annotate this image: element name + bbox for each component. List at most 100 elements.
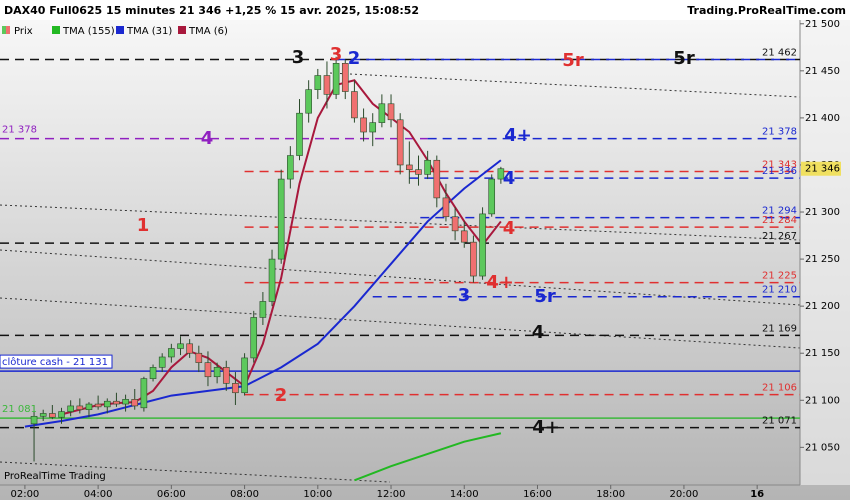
candle-body [67, 405, 74, 412]
legend-swatch [2, 26, 6, 34]
label-box [0, 354, 113, 369]
y-tick-label: 21 100 [805, 395, 840, 406]
candle-body [341, 62, 349, 92]
candle-body [158, 356, 166, 368]
annotation: 3 [458, 285, 471, 306]
y-tick-label: 21 300 [805, 207, 840, 218]
level-label: 21 336 [762, 166, 797, 177]
candle-body [369, 122, 377, 133]
annotation: 4+ [532, 417, 560, 438]
level-label: 21 378 [762, 127, 797, 138]
candle-body [76, 405, 84, 410]
trendline [329, 72, 800, 98]
annotation: 5r [673, 48, 695, 69]
candle-body [30, 415, 38, 425]
level-label: 21 343 [762, 160, 797, 171]
level-label: 21 267 [762, 231, 797, 242]
candle-body [49, 413, 56, 418]
candle-body [406, 164, 413, 170]
level-left-label: 21 081 [2, 404, 37, 415]
y-tick-label: 21 150 [805, 348, 840, 359]
candle-body [424, 159, 431, 175]
annotation: 3 [330, 44, 343, 65]
legend-label: Prix [14, 26, 33, 37]
candle-body [387, 103, 395, 121]
candle-body [259, 301, 267, 318]
candle-body [323, 75, 331, 95]
y-tick-label: 21 250 [805, 254, 840, 265]
annotation: 3 [292, 47, 305, 68]
x-tick-label: 04:00 [84, 489, 113, 500]
candle-body [94, 403, 102, 408]
title: DAX40 Full0625 15 minutes 21 346 +1,25 %… [4, 4, 419, 17]
legend-label: TMA (155) [62, 26, 115, 37]
candle-body [177, 343, 184, 349]
candle-body [305, 89, 312, 114]
annotation: 4 [532, 322, 545, 343]
candle-body [378, 103, 386, 123]
candle-body [433, 159, 441, 199]
candle-body [204, 362, 212, 378]
legend-swatch [178, 26, 186, 34]
x-tick-label: 16 [750, 489, 764, 500]
candle-body [332, 62, 340, 95]
price-axis-bg [800, 20, 850, 485]
x-tick-label: 06:00 [157, 489, 186, 500]
trendline [0, 204, 800, 241]
candle-body [277, 178, 285, 260]
y-tick-label: 21 450 [805, 66, 840, 77]
x-tick-label: 18:00 [596, 489, 625, 500]
annotation: 4 [503, 218, 516, 239]
level-label: 21 169 [762, 323, 797, 334]
y-tick-label: 21 500 [805, 19, 840, 30]
y-tick-label: 21 200 [805, 301, 840, 312]
candle-body [470, 241, 477, 277]
annotation: 4+ [504, 125, 532, 146]
level-label: 21 106 [762, 383, 797, 394]
level-label: 21 210 [762, 285, 797, 296]
trendline [0, 249, 800, 306]
annotation: 1 [137, 215, 150, 236]
annotation: 5r [562, 50, 584, 71]
candle-body [213, 367, 221, 378]
price-tag-label: 21 346 [805, 164, 840, 175]
candle-body [396, 119, 404, 166]
annotation: 5r [534, 286, 556, 307]
price-tag [801, 161, 841, 176]
level-label: 21 071 [762, 416, 797, 427]
footer: ProRealTime Trading [4, 471, 106, 482]
x-tick-label: 20:00 [670, 489, 699, 500]
legend-label: TMA (6) [188, 26, 228, 37]
candle-body [103, 400, 111, 408]
legend-swatch [52, 26, 60, 34]
candle-body [497, 168, 505, 180]
legend-swatch [6, 26, 10, 34]
candle-body [442, 197, 450, 218]
annotation: 4 [201, 128, 214, 149]
candle-body [195, 352, 203, 363]
candle-body [122, 399, 129, 405]
source: Trading.ProRealTime.com [687, 4, 846, 17]
candle-body [296, 112, 303, 156]
candle-body [232, 383, 239, 394]
trendline [0, 297, 800, 349]
level-left-label: clôture cash - 21 131 [2, 356, 108, 368]
candle-body [451, 216, 459, 232]
x-tick-label: 08:00 [230, 489, 259, 500]
candle-body [250, 317, 258, 359]
candle-body [488, 178, 496, 215]
header-bg [0, 0, 850, 20]
y-tick-label: 21 400 [805, 113, 840, 124]
level-label: 21 294 [762, 206, 797, 217]
candle-body [113, 400, 120, 405]
level-left-label: 21 378 [2, 125, 37, 136]
candle-body [149, 367, 157, 379]
x-tick-label: 10:00 [303, 489, 332, 500]
annotation: 2 [275, 385, 288, 406]
level-label: 21 225 [762, 271, 797, 282]
candle-body [58, 411, 65, 418]
candle-body [241, 357, 248, 394]
ma-line [354, 432, 502, 482]
